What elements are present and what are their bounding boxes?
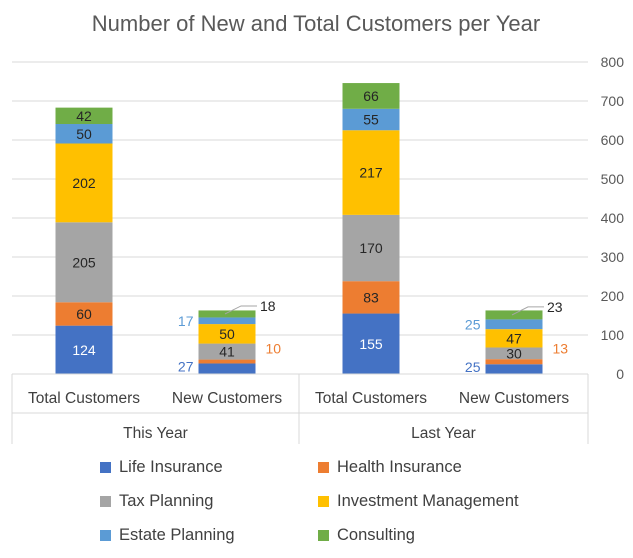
bar-segment <box>485 347 543 360</box>
leader-line <box>224 305 257 315</box>
data-label: 17 <box>178 313 194 329</box>
bar-segment <box>198 310 256 318</box>
data-labels: 124 60 205 202 50 42 155 83 170 217 55 66 27 10 41 50 17… <box>72 88 568 375</box>
bar-segment <box>55 143 113 223</box>
legend-item: Investment Management <box>318 490 558 512</box>
legend-swatch <box>100 529 111 541</box>
bar-segment <box>485 364 543 374</box>
data-label: 10 <box>266 341 282 357</box>
data-label: 217 <box>359 165 383 181</box>
x-tick-label: New Customers <box>172 390 282 407</box>
bar-segment <box>198 317 256 325</box>
data-label: 47 <box>506 330 522 346</box>
y-tick-label: 100 <box>601 327 625 343</box>
x-tick-label: Total Customers <box>315 390 427 407</box>
y-tick-label: 500 <box>601 171 625 187</box>
data-label: 50 <box>76 126 92 142</box>
data-label: 30 <box>506 345 522 361</box>
y-tick-label: 700 <box>601 93 625 109</box>
data-label: 60 <box>76 306 92 322</box>
x-group-label: This Year <box>123 425 188 442</box>
x-tick-label: New Customers <box>459 390 569 407</box>
bars <box>55 83 543 374</box>
legend-item: Health Insurance <box>318 456 558 478</box>
axes: 0 100 200 300 400 500 600 700 800 Total Customers… <box>11 54 625 444</box>
data-label: 124 <box>72 342 96 358</box>
y-tick-label: 0 <box>616 366 624 382</box>
data-label: 50 <box>219 326 235 342</box>
bar-segment <box>342 281 400 314</box>
bar-segment <box>342 83 400 109</box>
bar-segment <box>55 124 113 144</box>
bar-segment <box>342 313 400 374</box>
y-tick-label: 400 <box>601 210 625 226</box>
bar-segment <box>198 343 256 360</box>
data-label: 41 <box>219 344 235 360</box>
y-tick-label: 200 <box>601 288 625 304</box>
bar-segment <box>55 302 113 326</box>
bar-segment <box>198 324 256 344</box>
x-tick-label: Total Customers <box>28 390 140 407</box>
y-tick-label: 300 <box>601 249 625 265</box>
legend-label: Tax Planning <box>119 491 214 510</box>
bar-segment <box>198 363 256 374</box>
data-label: 42 <box>76 108 92 124</box>
bar-segment <box>55 222 113 303</box>
legend-swatch <box>318 461 329 473</box>
leader-line <box>511 306 544 316</box>
legend-label: Consulting <box>337 525 415 544</box>
bar-segment <box>342 214 400 282</box>
x-group-label: Last Year <box>411 425 476 442</box>
data-label: 25 <box>465 316 481 332</box>
legend-item: Life Insurance <box>100 456 318 478</box>
data-label: 83 <box>363 289 379 305</box>
data-label: 18 <box>260 298 276 314</box>
legend-item: Estate Planning <box>100 524 318 546</box>
legend-item: Tax Planning <box>100 490 318 512</box>
bar-segment <box>55 325 113 374</box>
legend-swatch <box>100 461 111 473</box>
legend-swatch <box>318 495 329 507</box>
bar-segment <box>342 130 400 215</box>
bar-segment <box>485 319 543 330</box>
chart-title: Number of New and Total Customers per Ye… <box>92 11 540 36</box>
data-label: 205 <box>72 254 96 270</box>
legend: Life Insurance Health Insurance Tax Planni… <box>100 456 580 546</box>
data-label: 202 <box>72 175 96 191</box>
data-label: 55 <box>363 112 379 128</box>
bar-segment <box>485 359 543 365</box>
legend-label: Life Insurance <box>119 457 223 476</box>
data-label: 23 <box>547 299 563 315</box>
data-label: 155 <box>359 336 383 352</box>
data-label: 66 <box>363 88 379 104</box>
legend-item: Consulting <box>318 524 558 546</box>
legend-swatch <box>100 495 111 507</box>
y-tick-label: 800 <box>601 54 625 70</box>
data-label: 13 <box>553 341 569 357</box>
bar-segment <box>485 310 543 320</box>
data-label: 170 <box>359 240 383 256</box>
bar-segment <box>55 107 113 125</box>
data-label: 25 <box>465 359 481 375</box>
bar-segment <box>342 108 400 131</box>
y-tick-label: 600 <box>601 132 625 148</box>
bar-segment <box>485 329 543 348</box>
legend-label: Estate Planning <box>119 525 235 544</box>
bar-segment <box>198 359 256 364</box>
legend-label: Health Insurance <box>337 457 462 476</box>
data-label: 27 <box>178 359 194 375</box>
legend-swatch <box>318 529 329 541</box>
legend-label: Investment Management <box>337 491 519 510</box>
